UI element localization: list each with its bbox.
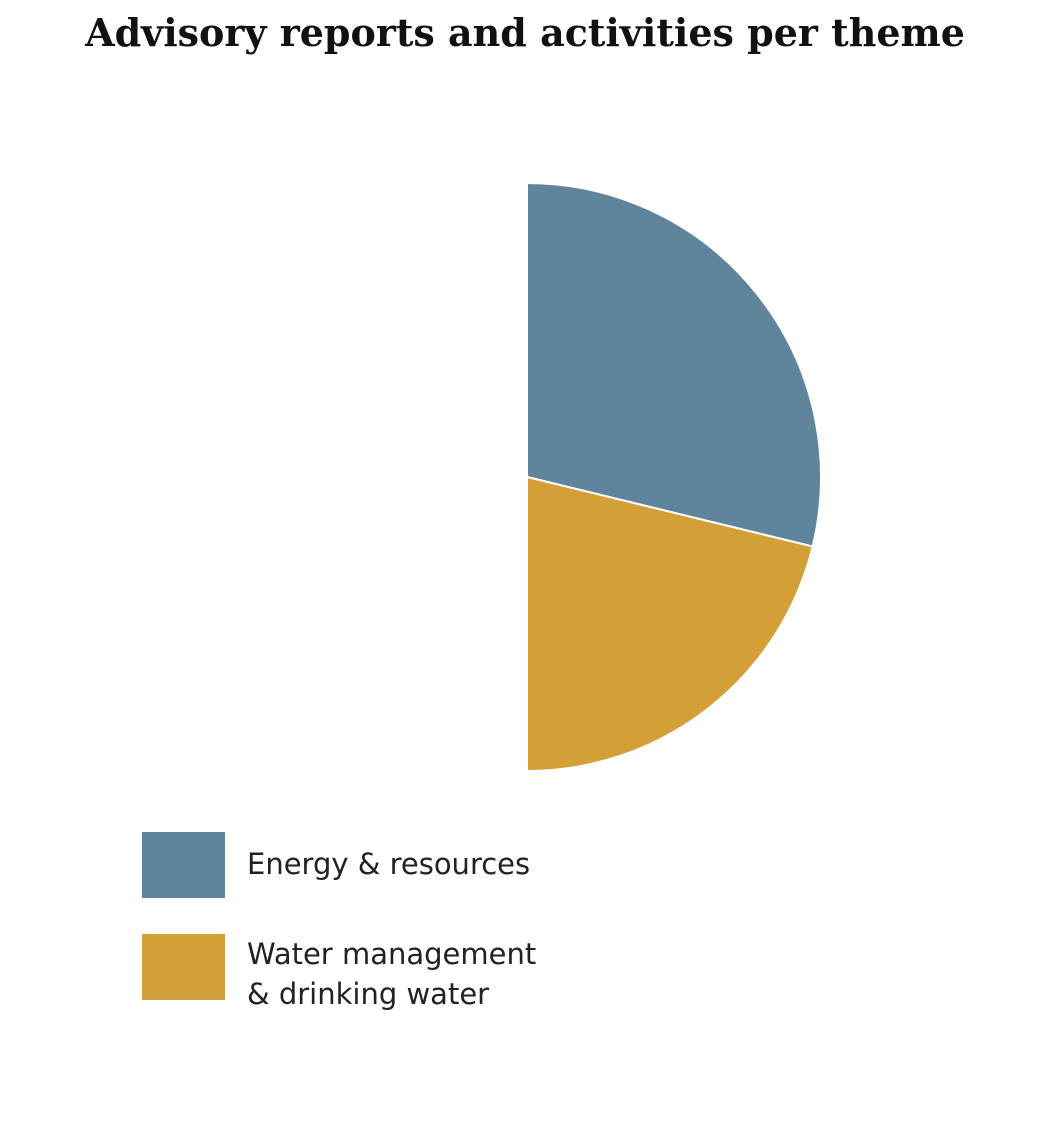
legend-item-water-management: Water management & drinking water xyxy=(142,934,547,1014)
legend-label-water-management: Water management & drinking water xyxy=(247,937,537,1011)
pie-slice-water-management xyxy=(526,475,814,773)
legend-label-energy-resources: Energy & resources xyxy=(247,847,531,881)
pie-slice-energy-resources xyxy=(526,181,822,548)
pie-slices xyxy=(526,181,822,773)
chart-title: Advisory reports and activities per them… xyxy=(85,10,965,55)
legend-item-energy-resources: Energy & resources xyxy=(142,832,547,898)
legend-swatch-energy-resources xyxy=(142,832,225,898)
legend: Energy & resources Water management & dr… xyxy=(142,832,547,1050)
legend-swatch-water-management xyxy=(142,934,225,1000)
pie-chart xyxy=(526,181,822,773)
